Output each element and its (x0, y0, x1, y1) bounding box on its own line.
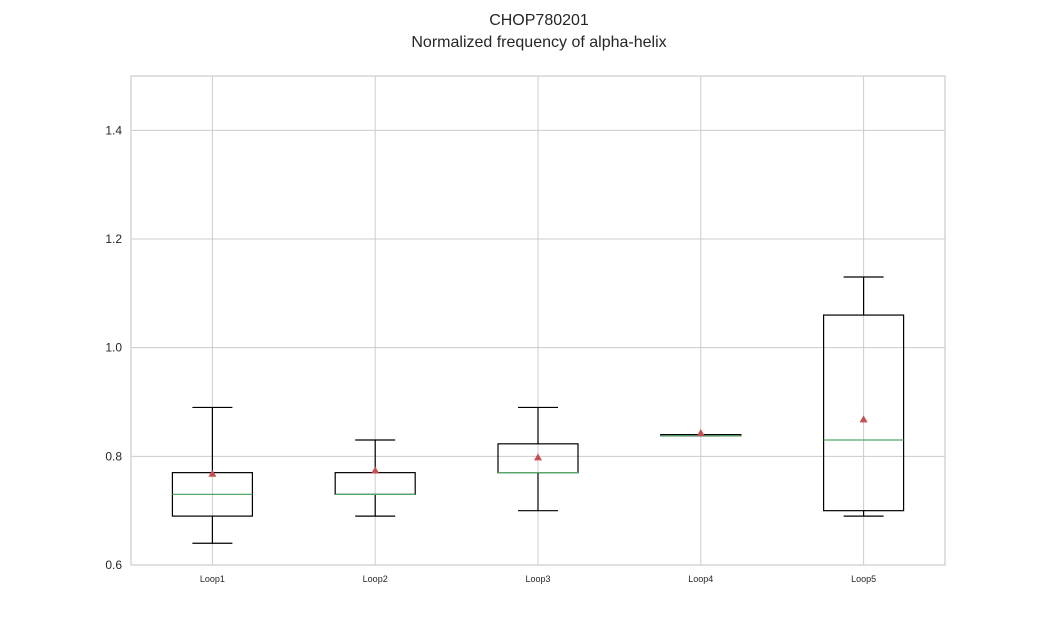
mean-marker (696, 428, 705, 436)
y-axis-ticks: 0.6 0.8 1.0 1.2 1.4 (105, 123, 122, 572)
box-loop1 (171, 406, 253, 544)
mean-marker (534, 453, 542, 461)
x-tick-label: Loop1 (200, 574, 225, 584)
plot-frame (130, 75, 946, 566)
chart-title-line1: CHOP780201 (489, 12, 589, 29)
x-axis-ticks: Loop1 Loop2 Loop3 Loop4 Loop5 (200, 574, 876, 584)
y-tick-label: 1.0 (105, 341, 122, 355)
y-tick-label: 1.4 (105, 123, 122, 137)
y-tick-label: 1.2 (105, 232, 122, 246)
x-tick-label: Loop4 (688, 574, 713, 584)
x-tick-label: Loop5 (851, 574, 876, 584)
chart-title-line2: Normalized frequency of alpha-helix (411, 34, 666, 51)
y-tick-label: 0.6 (105, 558, 122, 572)
x-tick-label: Loop3 (525, 574, 550, 584)
box-loop3 (497, 406, 579, 512)
chart-title: CHOP780201 Normalized frequency of alpha… (411, 12, 666, 51)
iqr-box (822, 314, 905, 512)
box-loop5 (822, 276, 905, 517)
box-loop4 (660, 428, 742, 437)
mean-marker (208, 469, 217, 477)
box-series (171, 276, 905, 544)
mean-marker (371, 466, 380, 474)
y-tick-label: 0.8 (105, 449, 122, 463)
mean-marker (859, 415, 868, 423)
x-tick-label: Loop2 (363, 574, 388, 584)
box-loop2 (334, 439, 416, 517)
